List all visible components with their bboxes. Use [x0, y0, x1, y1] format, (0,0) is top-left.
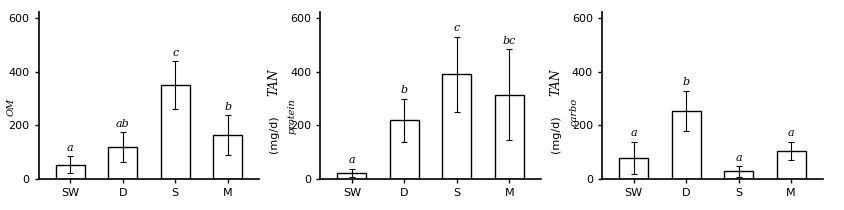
Text: ab: ab [116, 119, 129, 129]
Text: TAN: TAN [267, 68, 280, 96]
Text: c: c [172, 48, 178, 58]
Text: carbo: carbo [569, 98, 578, 126]
Bar [671, 111, 700, 179]
Bar [723, 171, 752, 179]
Bar [214, 135, 242, 179]
Text: a: a [348, 155, 354, 165]
Bar [442, 74, 471, 179]
Text: b: b [682, 77, 689, 87]
Text: protein: protein [288, 98, 296, 134]
Text: (mg/d): (mg/d) [550, 115, 560, 152]
Bar [108, 147, 137, 179]
Bar [389, 120, 419, 179]
Text: TAN: TAN [549, 68, 561, 96]
Bar [56, 164, 84, 179]
Text: (mg/d): (mg/d) [268, 115, 279, 152]
Text: a: a [787, 129, 793, 138]
Text: bc: bc [502, 35, 516, 46]
Bar [495, 94, 523, 179]
Text: a: a [734, 153, 741, 163]
Text: OM: OM [6, 98, 15, 116]
Text: a: a [67, 143, 73, 153]
Bar [160, 85, 190, 179]
Text: c: c [453, 24, 459, 33]
Text: b: b [224, 101, 231, 112]
Text: b: b [400, 85, 408, 95]
Bar [337, 173, 366, 179]
Bar [776, 151, 804, 179]
Text: a: a [630, 129, 636, 138]
Bar [619, 158, 647, 179]
